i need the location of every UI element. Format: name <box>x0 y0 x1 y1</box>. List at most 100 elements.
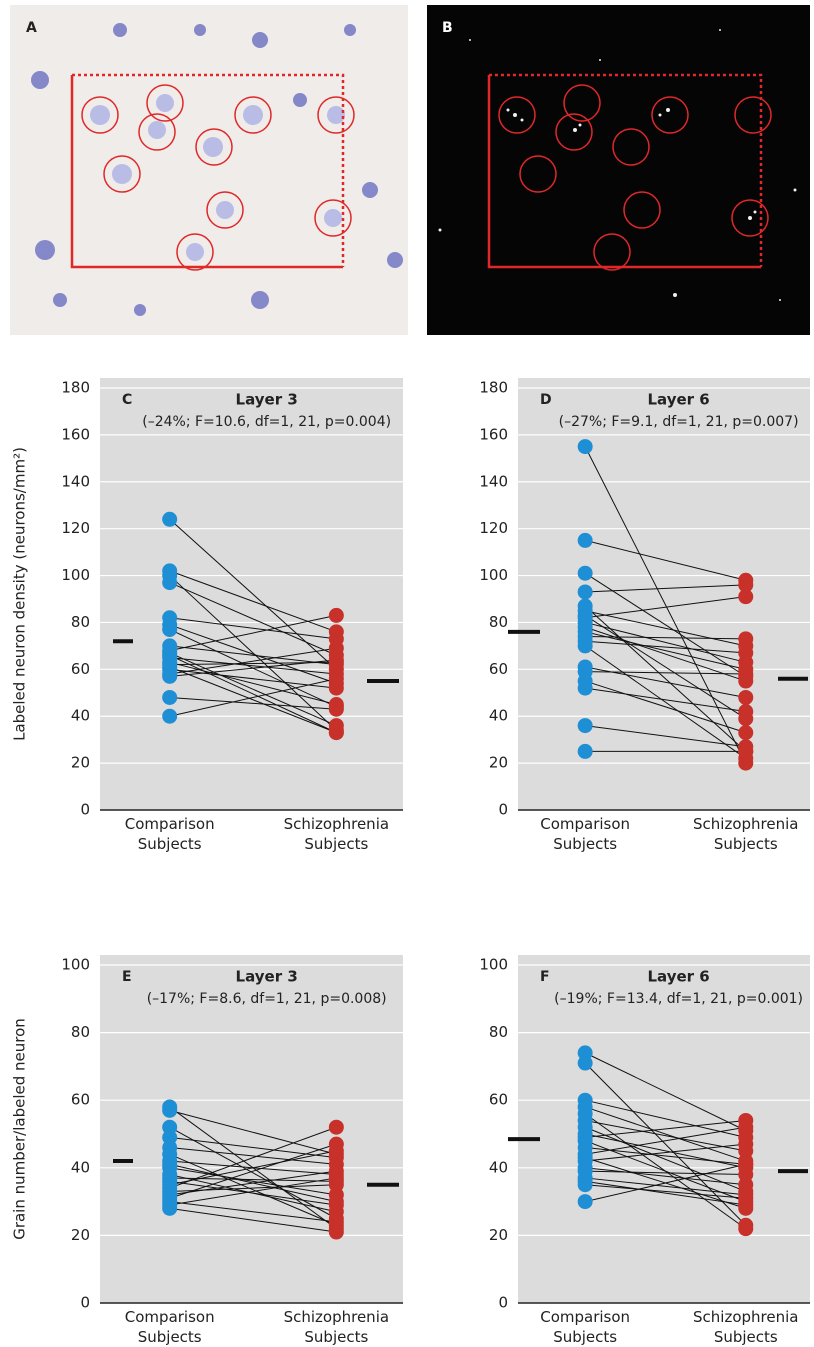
dot <box>329 1120 344 1135</box>
dot <box>329 1204 344 1219</box>
y-tick-label: 100 <box>61 566 90 584</box>
x-tick-label: SchizophreniaSubjects <box>284 1308 389 1346</box>
dot <box>578 744 593 759</box>
dot <box>578 566 593 581</box>
chart-subtitle: (–27%; F=9.1, df=1, 21, p=0.007) <box>559 414 799 430</box>
x-tick-label: ComparisonSubjects <box>540 1308 630 1346</box>
y-tick-label: 20 <box>71 754 90 772</box>
dot <box>738 690 753 705</box>
y-tick-label: 160 <box>61 425 90 443</box>
dot <box>162 1103 177 1118</box>
y-tick-label: 20 <box>489 1226 508 1244</box>
dot <box>738 1191 753 1206</box>
chart-subtitle: (–19%; F=13.4, df=1, 21, p=0.001) <box>554 991 803 1007</box>
dot <box>329 652 344 667</box>
dot <box>578 584 593 599</box>
dot <box>738 589 753 604</box>
dot <box>738 744 753 759</box>
dot <box>162 622 177 637</box>
dot <box>162 1167 177 1182</box>
chart-subtitle: (–24%; F=10.6, df=1, 21, p=0.004) <box>142 414 391 430</box>
y-tick-label: 60 <box>489 1091 508 1109</box>
y-tick-label: 20 <box>71 1226 90 1244</box>
dot <box>578 718 593 733</box>
y-tick-label: 80 <box>489 1023 508 1041</box>
dot <box>329 1137 344 1152</box>
dot <box>578 1194 593 1209</box>
chart-title: Layer 3 <box>236 391 298 409</box>
y-tick-label: 80 <box>489 613 508 631</box>
y-tick-label: 120 <box>479 519 508 537</box>
panel-label: A <box>26 20 37 36</box>
chart-subtitle: (–17%; F=8.6, df=1, 21, p=0.008) <box>147 991 387 1007</box>
dot <box>578 1177 593 1192</box>
y-tick-label: 0 <box>80 1294 90 1312</box>
y-tick-label: 180 <box>479 379 508 397</box>
y-tick-label: 60 <box>71 1091 90 1109</box>
dot <box>738 1137 753 1152</box>
dot <box>329 702 344 717</box>
page: A B 0 20 40 60 80 100 120 140 160 180 ComparisonSu… <box>0 0 814 1347</box>
figure: A B 0 20 40 60 80 100 120 140 160 180 ComparisonSu… <box>0 0 814 1347</box>
y-tick-label: 0 <box>80 801 90 819</box>
dot <box>162 512 177 527</box>
image-a: A <box>10 5 408 335</box>
dot <box>738 725 753 740</box>
panel-label: B <box>442 20 453 36</box>
dot <box>329 608 344 623</box>
chart-title: Layer 6 <box>647 968 709 986</box>
dot <box>578 1056 593 1071</box>
y-tick-label: 40 <box>489 1158 508 1176</box>
dot <box>738 645 753 660</box>
y-tick-label: 20 <box>489 754 508 772</box>
dot <box>738 1120 753 1135</box>
panel-label: E <box>122 969 132 985</box>
y-tick-label: 60 <box>489 660 508 678</box>
y-tick-label: 60 <box>71 660 90 678</box>
dot <box>329 725 344 740</box>
chart-title: Layer 6 <box>647 391 709 409</box>
dot <box>738 1221 753 1236</box>
dot <box>738 667 753 682</box>
dot <box>329 1225 344 1240</box>
dot <box>578 533 593 548</box>
image-b: B <box>427 5 810 335</box>
x-tick-label: SchizophreniaSubjects <box>693 1308 798 1346</box>
y-tick-label: 40 <box>71 707 90 725</box>
y-tick-label: 0 <box>498 801 508 819</box>
y-tick-label: 180 <box>61 379 90 397</box>
chart: 020406080100ComparisonSubjectsSchizophre… <box>479 955 810 1346</box>
dot <box>162 690 177 705</box>
y-tick-label: 140 <box>61 472 90 490</box>
y-tick-label: 100 <box>61 956 90 974</box>
y-tick-label: 80 <box>71 613 90 631</box>
dot <box>738 1157 753 1172</box>
panel-label: C <box>122 392 132 408</box>
dot <box>162 709 177 724</box>
chart: 020406080100ComparisonSubjectsSchizophre… <box>11 955 404 1346</box>
dot <box>329 1187 344 1202</box>
chart-title: Layer 3 <box>236 968 298 986</box>
dot <box>738 704 753 719</box>
panel-label: F <box>540 969 550 985</box>
x-tick-label: ComparisonSubjects <box>125 1308 215 1346</box>
dot <box>162 575 177 590</box>
dot <box>162 1201 177 1216</box>
panel-label: D <box>540 392 552 408</box>
y-tick-label: 120 <box>61 519 90 537</box>
y-tick-label: 160 <box>479 425 508 443</box>
dot <box>578 439 593 454</box>
y-tick-label: 140 <box>479 472 508 490</box>
y-axis-label: Grain number/labeled neuron <box>11 1018 29 1240</box>
dot <box>738 631 753 646</box>
chart: 020406080100120140160180ComparisonSubjec… <box>479 378 810 853</box>
plot-background <box>100 378 403 810</box>
dot <box>162 669 177 684</box>
y-tick-label: 40 <box>71 1158 90 1176</box>
dot <box>578 610 593 625</box>
dot <box>329 1170 344 1185</box>
